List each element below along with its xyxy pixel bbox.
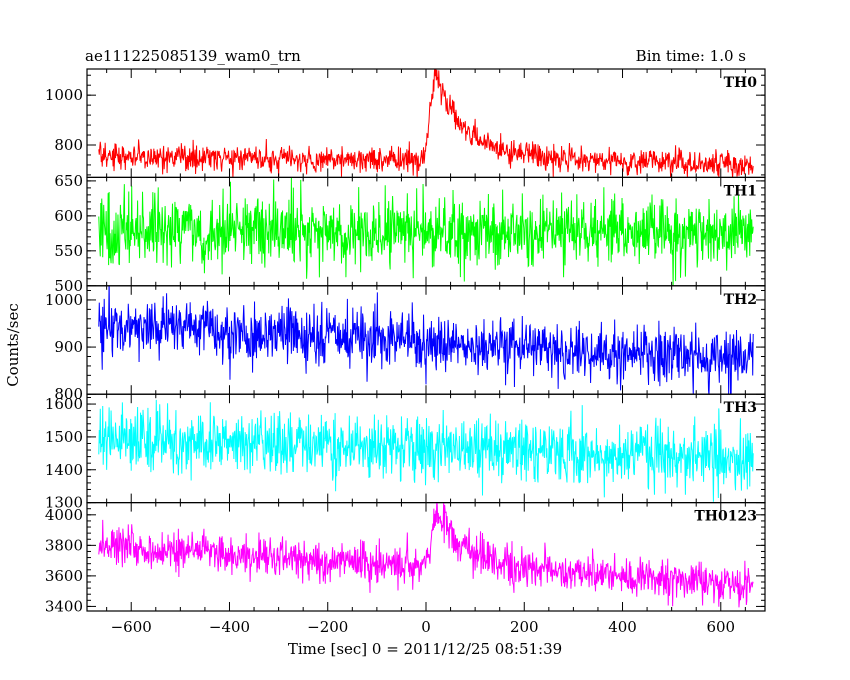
panel-th1: 500 550 600 650 TH1 xyxy=(54,172,766,295)
y-tick-label: 3800 xyxy=(45,536,83,554)
series-line-th3 xyxy=(98,399,754,502)
x-tick-label: 400 xyxy=(608,618,637,636)
panel-label-th2: TH2 xyxy=(724,292,757,308)
y-tick-label: 550 xyxy=(54,242,83,260)
series-line-th2 xyxy=(98,285,754,395)
bin-time-label: Bin time: 1.0 s xyxy=(636,47,746,65)
panels-group: 800 1000 TH0 500 550 600 650 TH1 800 900 1000 TH2 13… xyxy=(45,68,766,615)
x-tick-label: 600 xyxy=(706,618,735,636)
x-tick-label: −600 xyxy=(111,618,152,636)
series-line-th0 xyxy=(98,69,754,178)
panel-th0: 800 1000 TH0 xyxy=(45,68,766,179)
panel-th2: 800 900 1000 TH2 xyxy=(45,285,766,403)
x-tick-label: −200 xyxy=(307,618,348,636)
panel-label-th3: TH3 xyxy=(724,400,757,416)
x-tick-label: 0 xyxy=(421,618,431,636)
y-tick-label: 1000 xyxy=(45,86,83,104)
y-tick-label: 1400 xyxy=(45,461,83,479)
y-tick-label: 800 xyxy=(54,136,83,154)
y-tick-label: 3400 xyxy=(45,597,83,615)
y-tick-label: 800 xyxy=(54,385,83,403)
y-tick-label: 500 xyxy=(54,277,83,295)
x-axis: −600 −400 −200 0 200 400 600 xyxy=(111,618,735,636)
y-tick-label: 1500 xyxy=(45,428,83,446)
series-line-th0123 xyxy=(98,502,754,608)
y-tick-label: 600 xyxy=(54,207,83,225)
series-line-th1 xyxy=(98,177,754,286)
panel-th3: 1300 1400 1500 1600 TH3 xyxy=(45,393,766,512)
y-tick-label: 1300 xyxy=(45,494,83,512)
x-axis-label: Time [sec] 0 = 2011/12/25 08:51:39 xyxy=(288,640,562,658)
x-tick-label: −400 xyxy=(209,618,250,636)
panel-th0123: 3400 3600 3800 4000 TH0123 xyxy=(45,502,766,615)
y-axis-label: Counts/sec xyxy=(4,303,22,387)
y-tick-label: 1000 xyxy=(45,291,83,309)
y-tick-label: 650 xyxy=(54,172,83,190)
chart-title: ae111225085139_wam0_trn xyxy=(85,47,301,65)
panel-label-th0: TH0 xyxy=(724,75,758,91)
y-tick-label: 3600 xyxy=(45,567,83,585)
x-tick-label: 200 xyxy=(510,618,539,636)
panel-label-th1: TH1 xyxy=(724,183,757,199)
y-tick-label: 900 xyxy=(54,338,83,356)
y-tick-label: 4000 xyxy=(45,506,83,524)
panel-label-th0123: TH0123 xyxy=(694,509,757,525)
y-tick-label: 1600 xyxy=(45,395,83,413)
